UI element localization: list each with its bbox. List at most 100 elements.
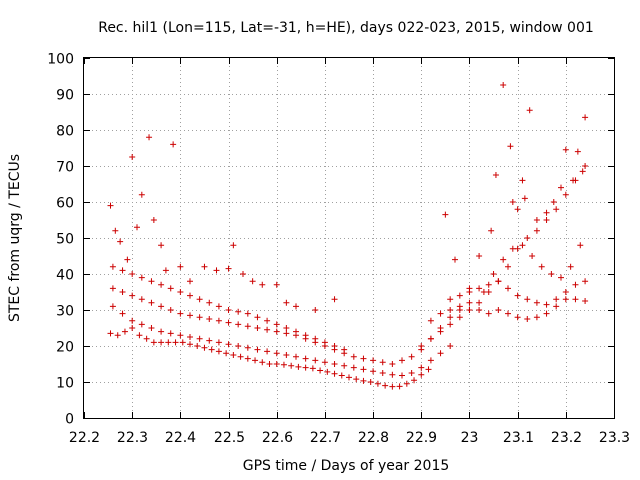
data-point — [562, 289, 569, 295]
series-mid-low-track — [109, 303, 454, 379]
data-point — [533, 227, 540, 234]
data-point — [553, 296, 560, 303]
data-point — [158, 328, 165, 335]
x-tick-labels: 22.2 22.3 22.4 22.5 22.6 22.7 22.8 22.9 23 23.1 23… — [69, 430, 630, 446]
data-point — [196, 335, 203, 342]
data-point — [360, 366, 367, 373]
y-tick-label: 100 — [47, 52, 74, 68]
data-point — [490, 271, 497, 277]
y-tick-label: 70 — [56, 160, 74, 176]
series-mid-track — [109, 285, 473, 367]
data-point — [138, 296, 145, 303]
data-point — [562, 296, 569, 303]
data-point — [476, 253, 483, 259]
data-point — [254, 325, 261, 331]
series-evening-low — [427, 296, 589, 324]
data-point — [582, 114, 589, 121]
data-point — [374, 380, 381, 387]
data-point — [543, 217, 550, 223]
data-point — [129, 292, 136, 299]
data-point — [324, 368, 331, 375]
data-point — [437, 328, 444, 335]
data-point — [187, 341, 193, 348]
data-point — [215, 303, 222, 310]
data-point — [119, 267, 126, 274]
data-point — [331, 343, 338, 349]
data-point — [514, 206, 521, 213]
data-point — [187, 278, 193, 285]
data-point — [206, 299, 213, 306]
data-point — [317, 367, 324, 374]
data-point — [485, 281, 492, 288]
data-point — [283, 299, 290, 306]
data-point — [107, 202, 114, 209]
data-point — [505, 285, 511, 292]
series-upper-scattered — [107, 134, 338, 313]
data-point — [485, 310, 492, 317]
data-point — [403, 380, 410, 387]
plot-frame — [83, 57, 615, 419]
data-point — [447, 296, 454, 303]
data-point — [389, 383, 396, 390]
series-evening-upper-mid — [480, 242, 584, 295]
data-point — [249, 278, 256, 285]
data-point — [476, 307, 483, 313]
data-point — [582, 278, 589, 285]
series-upper-mid-track — [109, 263, 348, 353]
data-point — [302, 355, 309, 362]
data-point — [312, 307, 319, 313]
data-point — [389, 371, 396, 378]
data-point — [507, 143, 514, 150]
data-point — [283, 330, 290, 337]
data-point — [148, 278, 155, 285]
data-point — [240, 271, 246, 277]
data-point — [273, 321, 280, 328]
x-tick-label: 22.4 — [165, 430, 196, 446]
series-evening-rise — [418, 163, 589, 349]
x-tick-label: 23.3 — [599, 430, 630, 446]
data-point — [109, 263, 116, 270]
x-tick-label: 22.9 — [406, 430, 437, 446]
data-point — [150, 339, 157, 346]
data-point — [196, 314, 203, 321]
data-point — [134, 224, 140, 231]
data-point — [526, 107, 533, 114]
data-point — [466, 289, 473, 295]
data-point — [418, 343, 425, 349]
data-point — [495, 307, 502, 313]
data-point — [427, 317, 434, 324]
data-point — [558, 184, 564, 191]
data-point — [505, 263, 511, 270]
data-point — [158, 242, 165, 249]
data-point — [321, 359, 328, 366]
data-point — [179, 339, 186, 346]
data-point — [136, 332, 143, 339]
data-point — [367, 379, 374, 385]
data-point — [543, 209, 550, 216]
data-point — [550, 199, 557, 205]
data-point — [252, 357, 259, 364]
data-point — [466, 307, 473, 313]
data-point — [225, 341, 232, 348]
data-point — [331, 370, 338, 377]
data-point — [396, 383, 403, 390]
data-point — [230, 352, 237, 358]
data-point — [562, 146, 569, 153]
data-point — [213, 267, 220, 274]
data-point — [172, 339, 179, 346]
data-point — [309, 365, 316, 372]
y-tick-labels: 0 10 20 30 40 50 60 70 80 90 100 — [47, 52, 74, 428]
data-point — [370, 368, 377, 375]
data-point — [244, 323, 251, 330]
data-point — [476, 285, 483, 292]
x-tick-label: 22.7 — [310, 430, 341, 446]
data-point — [338, 372, 345, 379]
data-point — [505, 310, 511, 317]
data-point — [148, 299, 155, 306]
data-point — [519, 242, 526, 249]
data-point — [244, 344, 251, 351]
data-point — [425, 366, 432, 373]
data-point — [293, 353, 299, 360]
data-point — [577, 242, 584, 249]
data-point — [553, 303, 560, 310]
